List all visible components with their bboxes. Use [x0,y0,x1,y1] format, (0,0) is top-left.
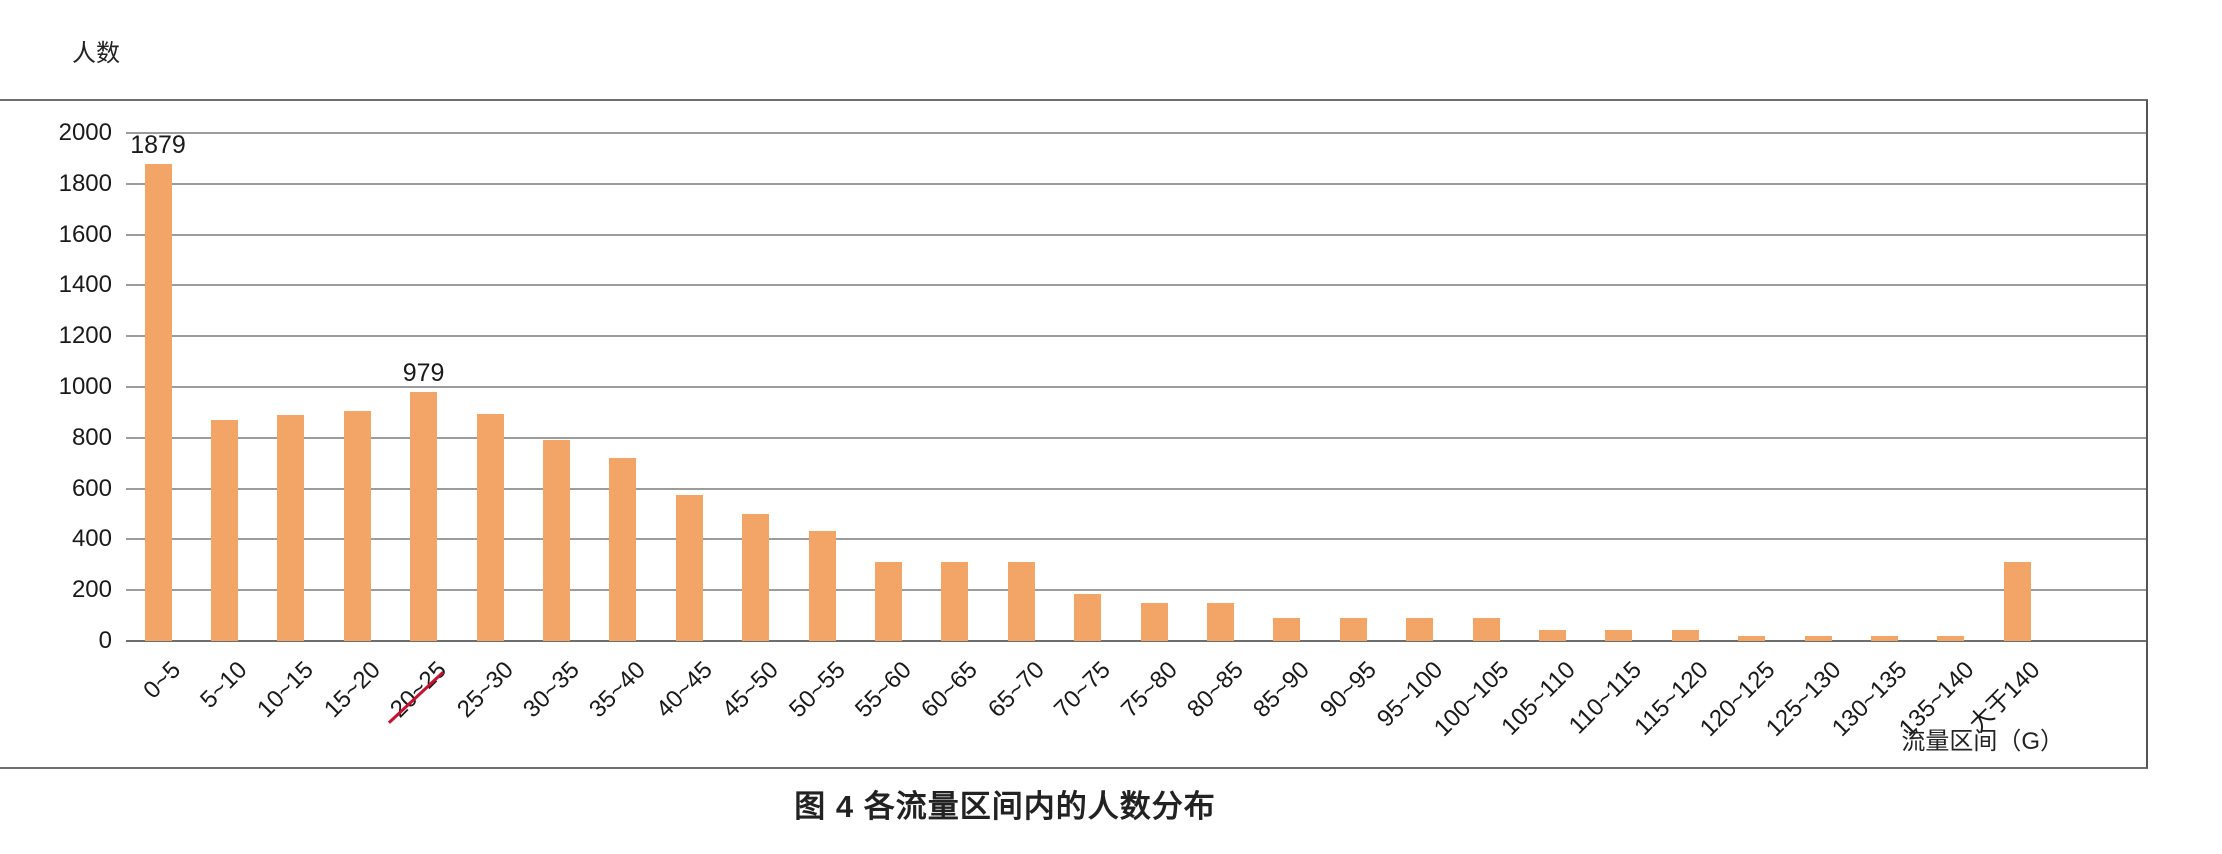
bar [874,562,902,641]
x-tick-label: 50~55 [783,656,851,724]
y-tick-label: 2000 [58,119,112,146]
y-tick-label: 1200 [58,322,112,350]
figure-caption: 图 4 各流量区间内的人数分布 [794,789,1216,824]
bar [144,163,172,641]
bar [343,411,371,641]
bar [742,514,770,641]
bar [1804,635,1832,641]
y-tick-label: 200 [71,576,112,604]
y-axis-title: 人数 [72,40,120,67]
x-axis-title: 流量区间（G） [1901,728,2064,755]
x-tick-label: 30~35 [518,656,585,724]
bar [1206,602,1234,641]
bar [675,494,703,641]
grid-line [126,436,2146,439]
bar [277,414,305,641]
x-tick-label: 15~20 [318,656,386,724]
grid-line [126,487,2146,490]
bar [941,562,969,641]
x-tick-label: 35~40 [584,656,652,724]
y-tick-label: 1600 [58,220,112,248]
bar [1140,602,1168,641]
x-tick-label: 80~85 [1182,656,1249,724]
x-tick-label: 55~60 [850,656,917,724]
bar [210,420,238,641]
x-tick-label: 0~5 [138,656,187,705]
bar [1406,618,1434,641]
bar [476,413,504,641]
x-tick-label: 45~50 [717,656,784,724]
bar [1074,594,1102,641]
bar [1007,562,1035,641]
y-tick-label: 400 [71,525,112,553]
bar [542,440,570,641]
grid-line [126,589,2146,592]
bar [1339,618,1367,641]
x-tick-label: 70~75 [1049,656,1116,724]
y-tick-label: 0 [98,627,112,654]
bar [808,530,836,641]
x-tick-label: 85~90 [1248,656,1316,724]
bar [1937,635,1965,641]
bar [1472,618,1500,641]
grid-line [126,538,2146,541]
y-tick-label: 1000 [58,373,112,400]
bar [609,458,637,641]
bar [1738,635,1766,641]
grid-line [126,640,2146,642]
x-tick-label: 25~30 [451,656,519,724]
bar [2003,562,2031,641]
y-tick-label: 600 [71,474,112,502]
y-tick-label: 800 [71,423,112,451]
grid-line [126,182,2146,185]
bar [410,392,438,641]
bar [1273,618,1301,641]
bar [1538,629,1566,641]
bar-value-label: 1879 [130,130,186,159]
x-tick-label: 10~15 [252,656,320,724]
x-tick-label: 75~80 [1115,656,1183,724]
grid-line [126,335,2146,338]
x-tick-label: 40~45 [650,656,718,724]
grid-line [126,284,2146,287]
grid-line [126,132,2146,134]
x-tick-label: 105~110 [1496,656,1581,741]
bar [1605,629,1633,641]
grid-line [126,386,2146,388]
y-tick-label: 1800 [58,169,112,197]
x-tick-label: 大于140 [1964,656,2046,738]
grid-line [126,233,2146,236]
y-tick-label: 1400 [58,271,112,299]
x-tick-label: 5~10 [195,656,253,714]
x-tick-label: 65~70 [982,656,1050,724]
chart-border-box [0,99,2148,769]
bar-value-label: 979 [402,359,445,388]
bar [1870,635,1898,641]
bar [1671,629,1699,641]
x-tick-label: 60~65 [916,656,984,724]
